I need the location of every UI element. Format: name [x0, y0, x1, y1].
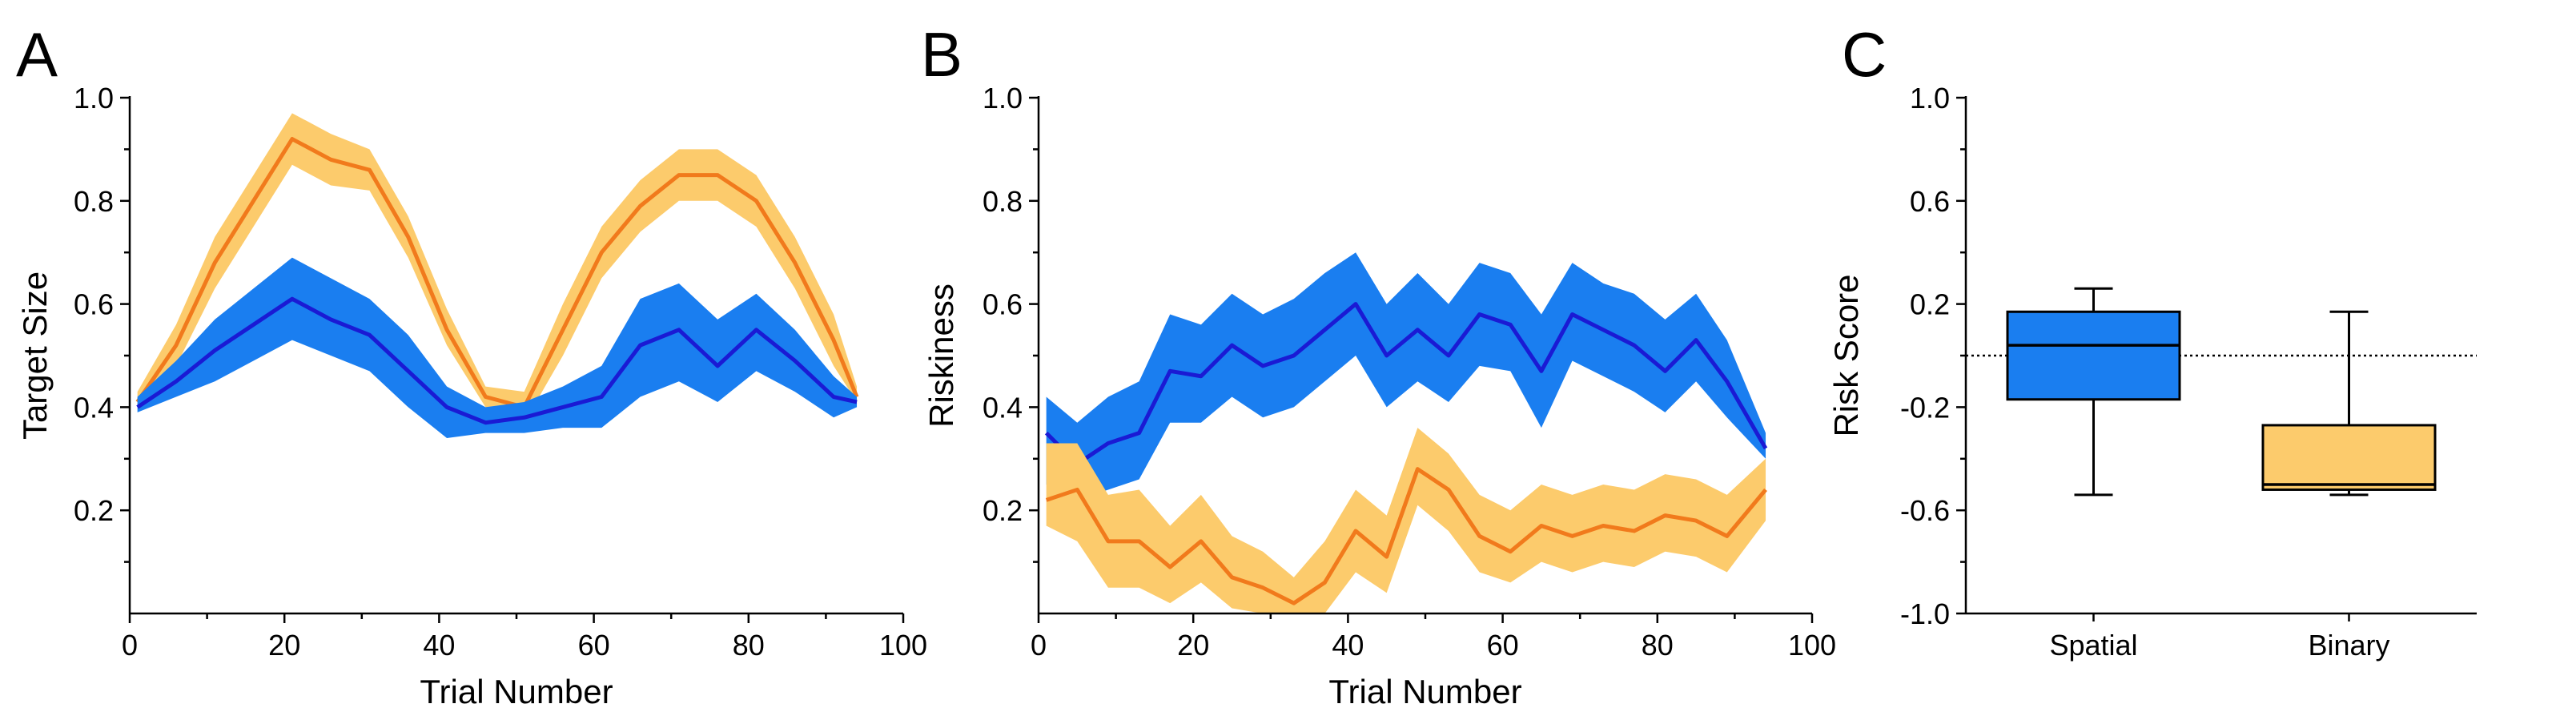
y-tick-label: 0.8	[74, 185, 114, 218]
y-tick-label: 0.2	[983, 494, 1023, 527]
x-axis-title: Trial Number	[420, 673, 613, 710]
series-line-orange	[135, 137, 859, 409]
x-tick-label: 0	[1031, 629, 1047, 662]
x-tick-label: 40	[1332, 629, 1364, 662]
y-tick-label: 0.4	[983, 391, 1023, 424]
x-tick-label: 20	[268, 629, 300, 662]
y-tick-label: 0.8	[983, 185, 1023, 218]
x-tick-label: 100	[1788, 629, 1836, 662]
x-tick-label: 40	[423, 629, 455, 662]
series-line-blue	[136, 296, 858, 425]
x-tick-label: 80	[1642, 629, 1674, 662]
y-tick-label: 0.6	[1910, 185, 1950, 218]
panel-letter-a: A	[16, 19, 58, 90]
y-tick-label: 1.0	[1910, 82, 1950, 115]
series-band-blue	[1046, 252, 1766, 501]
x-tick-label: 60	[1487, 629, 1519, 662]
y-axis-title: Target Size	[16, 271, 54, 440]
x-category-label: Binary	[2308, 629, 2389, 662]
box-spatial	[2006, 310, 2181, 401]
x-tick-label: 100	[879, 629, 927, 662]
box-binary	[2261, 424, 2437, 491]
y-tick-label: -0.6	[1900, 494, 1950, 527]
y-tick-label: 0.2	[74, 494, 114, 527]
y-axis-title: Risk Score	[1827, 274, 1865, 436]
y-axis-title: Riskiness	[922, 284, 960, 428]
series-line-orange	[1045, 467, 1767, 605]
series-band-orange	[1046, 428, 1766, 613]
x-tick-label: 20	[1177, 629, 1209, 662]
panel-c-box-plot: Spatial Binary -1.0 -0.6 -0.2 0.2 0.6 1.0 Risk S…	[1827, 82, 2477, 662]
x-axis-title: Trial Number	[1328, 673, 1521, 710]
series-band-orange	[137, 113, 858, 423]
y-tick-label: -0.2	[1900, 391, 1950, 424]
x-category-label: Spatial	[2049, 629, 2137, 662]
x-tick-label: 60	[578, 629, 610, 662]
panel-letter-c: C	[1842, 19, 1887, 90]
x-tick-label: 0	[122, 629, 138, 662]
y-tick-label: 0.6	[74, 288, 114, 321]
x-tick-label: 80	[733, 629, 765, 662]
y-tick-label: 1.0	[983, 82, 1023, 115]
series-line-blue	[1044, 302, 1768, 466]
y-tick-label: 1.0	[74, 82, 114, 115]
y-tick-label: 0.6	[983, 288, 1023, 321]
panel-letter-b: B	[921, 19, 962, 90]
series-band-blue	[137, 257, 858, 439]
y-tick-label: -1.0	[1900, 597, 1950, 630]
panel-b-line-chart: 0 20 40 60 80 100 0.2 0.4 0.6 0.8 1.0 Trial Number R…	[922, 82, 1836, 710]
y-tick-label: 0.2	[1910, 288, 1950, 321]
y-tick-label: 0.4	[74, 391, 114, 424]
panel-a-line-chart: 0 20 40 60 80 100 0.2 0.4 0.6 0.8 1.0 Trial Number T…	[16, 82, 927, 710]
